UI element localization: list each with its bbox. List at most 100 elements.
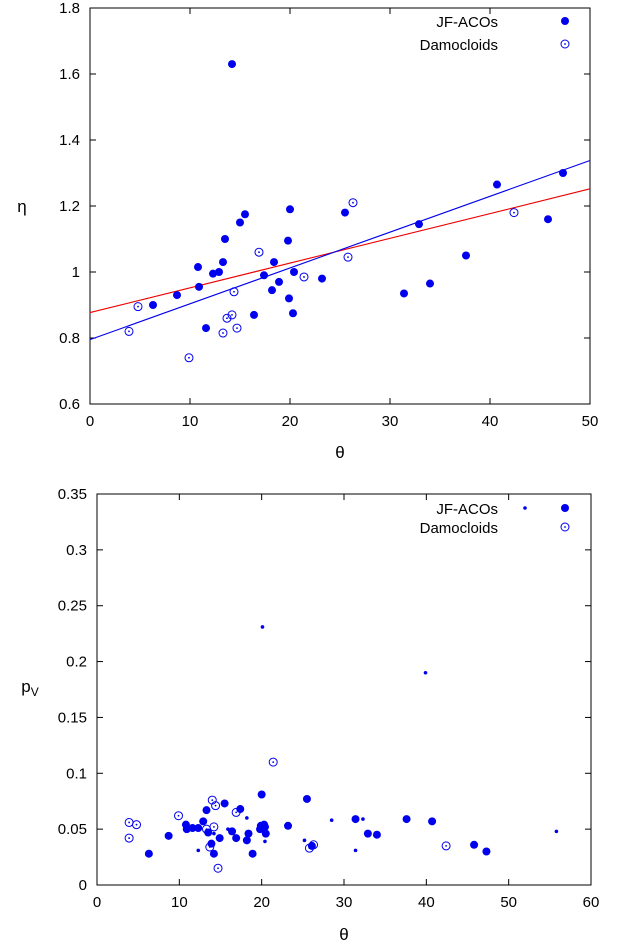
data-point bbox=[361, 817, 365, 821]
data-point bbox=[554, 829, 559, 834]
data-point-center bbox=[258, 251, 260, 254]
x-tick-label: 10 bbox=[182, 413, 199, 430]
x-tick-label: 30 bbox=[382, 413, 399, 430]
data-point bbox=[149, 301, 157, 309]
data-point bbox=[124, 833, 134, 843]
data-point bbox=[270, 258, 278, 267]
data-point bbox=[426, 279, 434, 288]
x-tick-label: 10 bbox=[171, 894, 188, 911]
data-point bbox=[341, 208, 349, 217]
legend: JF-ACOs Damocloids bbox=[420, 14, 570, 54]
data-point bbox=[260, 625, 265, 629]
y-tick-label: 0.1 bbox=[66, 765, 87, 782]
data-point bbox=[329, 818, 334, 823]
data-point-center bbox=[205, 828, 208, 831]
data-point bbox=[174, 811, 184, 821]
fit-line bbox=[89, 159, 591, 341]
data-point bbox=[250, 310, 258, 319]
data-point bbox=[213, 863, 223, 873]
data-point-center bbox=[352, 201, 354, 204]
data-point bbox=[209, 269, 217, 278]
data-point-center bbox=[137, 305, 139, 308]
legend: JF-ACOs Damocloids bbox=[420, 501, 570, 537]
data-point bbox=[231, 807, 241, 817]
data-point bbox=[244, 829, 253, 838]
data-point bbox=[351, 815, 360, 824]
y-tick-label: 0.25 bbox=[58, 598, 87, 615]
data-point bbox=[218, 328, 228, 338]
data-point-center bbox=[308, 847, 311, 850]
data-point-center bbox=[233, 290, 235, 293]
data-point-center bbox=[213, 826, 215, 828]
data-point-center bbox=[222, 332, 224, 334]
data-point-center bbox=[177, 814, 180, 817]
data-point bbox=[220, 799, 229, 808]
data-point bbox=[188, 824, 197, 833]
data-point bbox=[309, 840, 319, 850]
data-point-center bbox=[445, 845, 447, 847]
plot-frame bbox=[89, 7, 591, 405]
data-point bbox=[211, 801, 221, 811]
data-point bbox=[228, 827, 237, 836]
data-point bbox=[544, 215, 552, 224]
data-point bbox=[124, 326, 134, 336]
legend-marker-damocloids-center bbox=[564, 526, 566, 528]
data-point bbox=[493, 180, 501, 189]
data-point bbox=[290, 268, 298, 276]
legend-label-jf-acos: JF-ACOs bbox=[436, 14, 498, 31]
data-point-center bbox=[135, 823, 138, 826]
x-tick-label: 0 bbox=[86, 413, 94, 430]
y-tick-label: 1.4 bbox=[59, 132, 80, 149]
data-point bbox=[196, 848, 201, 853]
x-tick-label: 50 bbox=[582, 413, 599, 430]
data-point bbox=[299, 272, 309, 282]
y-tick-label: 0.35 bbox=[58, 486, 87, 503]
data-point bbox=[241, 210, 249, 219]
y-tick-label: 1.8 bbox=[59, 0, 80, 17]
data-point bbox=[423, 670, 428, 675]
data-point bbox=[248, 849, 257, 858]
data-point bbox=[261, 829, 270, 838]
data-point bbox=[229, 287, 239, 297]
data-point-center bbox=[128, 821, 131, 824]
y-tick-label: 0.3 bbox=[66, 542, 87, 559]
data-point bbox=[202, 806, 211, 815]
data-point bbox=[194, 824, 203, 833]
data-point bbox=[302, 838, 307, 843]
data-point bbox=[209, 849, 218, 858]
y-tick-label: 0.2 bbox=[66, 654, 87, 671]
axis-ticks: 0 10 20 30 40 50 60 0 0.05 0.1 0.15 0.2 0.25 0.3 0.35 bbox=[58, 486, 600, 911]
data-point bbox=[254, 247, 264, 257]
data-point bbox=[215, 268, 223, 276]
data-point bbox=[353, 848, 358, 853]
data-point bbox=[363, 829, 372, 838]
data-point bbox=[470, 840, 479, 849]
data-point bbox=[219, 258, 227, 267]
data-point bbox=[245, 816, 249, 820]
data-point bbox=[227, 310, 237, 320]
data-point bbox=[275, 277, 283, 286]
data-point bbox=[462, 251, 470, 260]
data-point bbox=[441, 841, 451, 851]
data-point-center bbox=[303, 276, 305, 278]
data-point bbox=[228, 60, 236, 69]
data-point bbox=[318, 274, 326, 283]
data-points bbox=[124, 625, 559, 873]
data-point bbox=[144, 849, 153, 858]
eta-vs-theta-chart: 0 10 20 30 40 50 0.6 0.8 1 1.2 1.4 1.6 1.8 θ η JF-AC… bbox=[17, 0, 598, 462]
data-point-center bbox=[214, 804, 217, 807]
data-point bbox=[195, 282, 203, 291]
data-point bbox=[257, 790, 266, 799]
data-point bbox=[173, 291, 181, 300]
legend-marker-jf-acos bbox=[561, 17, 569, 25]
data-point bbox=[400, 289, 408, 298]
data-point bbox=[184, 353, 194, 363]
legend-marker-damocloids bbox=[560, 39, 570, 49]
data-point-center bbox=[231, 314, 233, 316]
data-point-center bbox=[235, 811, 238, 814]
data-point bbox=[260, 822, 269, 831]
y-axis-label: η bbox=[17, 197, 26, 216]
legend-marker-jf-acos bbox=[561, 504, 569, 512]
data-point bbox=[260, 271, 268, 280]
